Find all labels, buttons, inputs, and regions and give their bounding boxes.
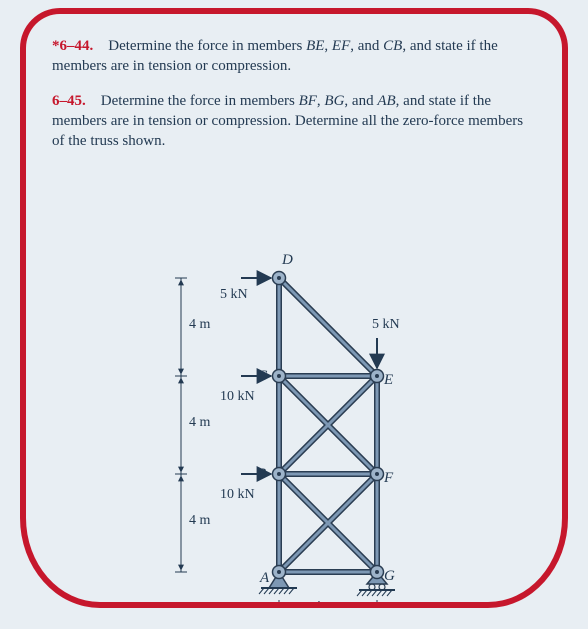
dim-label-v: 4 m [189,512,210,531]
problem-text [93,38,104,54]
member-name: BF [299,93,317,109]
problem-text: Determine the force in members [105,38,307,54]
problem-number: 6–45. [52,93,86,109]
member-name: CB [383,38,402,54]
problem-6-44: *6–44. Determine the force in members BE… [52,36,536,77]
problem-text: , and [350,38,383,54]
node-label: C [257,366,267,386]
panel: *6–44. Determine the force in members BE… [20,8,568,608]
problem-text: , and [344,93,377,109]
text-block: *6–44. Determine the force in members BE… [26,14,562,151]
problem-text: , [324,38,332,54]
problem-text: Determine the force in members [97,93,299,109]
node-label: D [282,250,293,270]
member-name: AB [377,93,395,109]
dim-label-v: 4 m [189,316,210,335]
member-name: EF [332,38,350,54]
force-label: 5 kN [220,286,248,305]
problem-text [86,93,97,109]
node-label: E [384,370,393,390]
node-label: F [384,468,393,488]
node-label: B [257,464,266,484]
member-name: BG [324,93,344,109]
star-marker: * [52,38,60,54]
member-name: BE [306,38,324,54]
force-label: 5 kN [372,316,400,335]
problem-6-45: 6–45. Determine the force in members BF,… [52,91,536,152]
node-label: A [260,568,269,588]
node-label: G [384,566,395,586]
dim-label-v: 4 m [189,414,210,433]
problem-number: 6–44. [60,38,94,54]
force-label: 10 kN [220,388,255,407]
force-label: 10 kN [220,486,255,505]
truss-figure: A B C D E F G 5 kN 10 kN 10 kN 5 kN 4 m 4 m 4 m 4 m [144,242,444,608]
dim-label-h: 4 m [314,598,335,608]
